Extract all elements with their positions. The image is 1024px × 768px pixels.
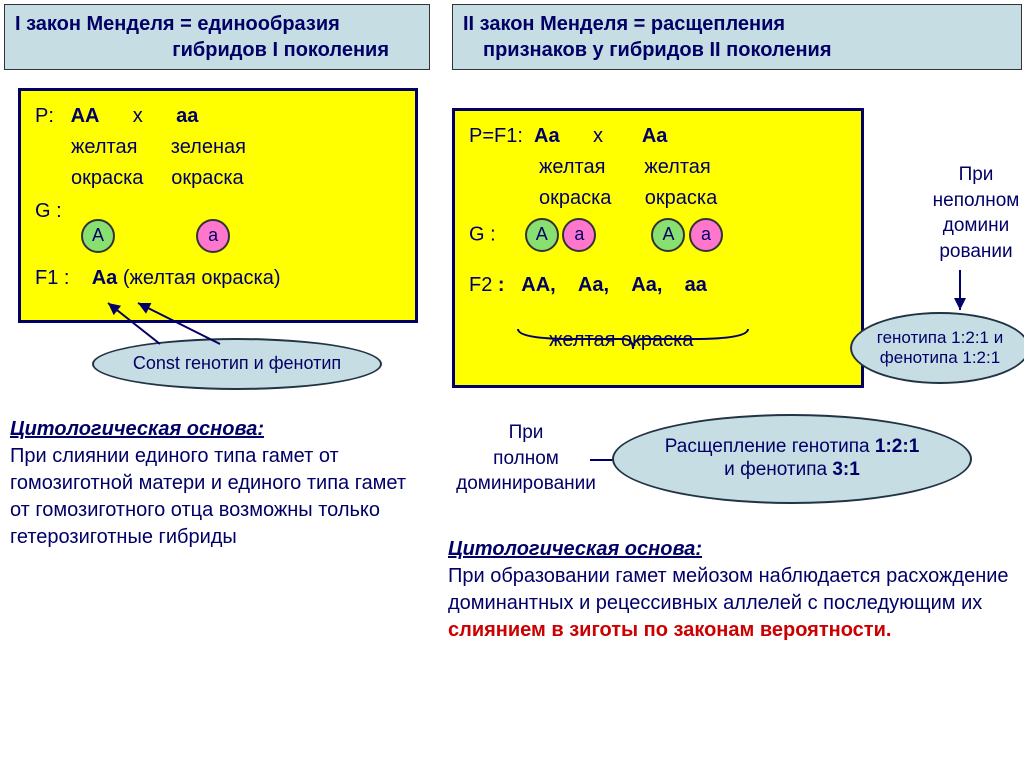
p-sub2: окраска окраска <box>35 163 401 194</box>
g-label-r: G : <box>469 223 496 245</box>
cross-box-left: P: AA x aa желтая зеленая окраска окраск… <box>18 88 418 323</box>
rs1: желтая <box>539 156 605 178</box>
p-sub-r: желтая желтая <box>469 152 847 183</box>
st1: При <box>959 164 994 185</box>
sub1: желтая <box>71 136 137 158</box>
e2b: 1:2:1 <box>875 436 919 457</box>
st4: ровании <box>939 241 1012 262</box>
sub2: зеленая <box>171 136 246 158</box>
gamete-A: A <box>81 219 115 253</box>
gamete-a2: a <box>689 218 723 252</box>
brace <box>513 326 753 352</box>
mt1: При <box>509 422 544 443</box>
e2d: 3:1 <box>832 459 859 480</box>
gamete-A1: A <box>525 218 559 252</box>
const-text: Const генотип и фенотип <box>133 353 341 375</box>
rs3: окраска <box>539 187 611 209</box>
mid-text-full: При полном доминировании <box>446 420 606 497</box>
sub4: окраска <box>171 167 243 189</box>
p-sub: желтая зеленая <box>35 132 401 163</box>
st3: домини <box>943 215 1009 236</box>
e2a: Расщепление генотипа <box>665 436 875 457</box>
rs4: окраска <box>645 187 717 209</box>
header-left-l2: гибридов I поколения <box>15 37 419 63</box>
g-row-r: G : A a A a <box>469 218 847 252</box>
header-right-l1: II закон Менделя = расщепления <box>463 13 785 35</box>
right-cyto-title: Цитологическая основа: <box>448 538 702 560</box>
header-right-l2: признаков у гибридов II поколения <box>463 39 832 61</box>
right-cyto-body1: При образовании гамет мейозом наблюдаетс… <box>448 565 1009 614</box>
arrow-down-1 <box>948 268 978 318</box>
header-left: I закон Менделя = единообразия гибридов … <box>4 4 430 70</box>
e2c: и фенотипа <box>724 459 832 480</box>
p-sub-r2: окраска окраска <box>469 183 847 214</box>
arrows-left <box>70 298 330 348</box>
p-row: P: AA x aa <box>35 101 401 132</box>
f1-rest: (желтая окраска) <box>117 267 280 289</box>
f1-geno: Aa <box>92 267 118 289</box>
left-cyto-title: Цитологическая основа: <box>10 418 264 440</box>
rs2: желтая <box>644 156 710 178</box>
gamete-a1: a <box>562 218 596 252</box>
right-cyto: Цитологическая основа: При образовании г… <box>448 536 1018 644</box>
f2-row: F2 : AA, Aa, Aa, aa <box>469 270 847 301</box>
f1-row: F1 : Aa (желтая окраска) <box>35 263 401 294</box>
sub3: окраска <box>71 167 143 189</box>
p-row-r: P=F1: Aa x Aa <box>469 121 847 152</box>
e1l2: фенотипа 1:2:1 <box>880 348 1000 367</box>
e1l1: генотипа 1:2:1 и <box>877 328 1003 347</box>
header-right: II закон Менделя = расщепления признаков… <box>452 4 1022 70</box>
side-text-incomplete: При неполном домини ровании <box>916 162 1024 265</box>
mt3: доминировании <box>456 473 596 494</box>
ratio-ellipse-2: Расщепление генотипа 1:2:1 и фенотипа 3:… <box>612 414 972 504</box>
cross-box-right: P=F1: Aa x Aa желтая желтая окраска окра… <box>452 108 864 388</box>
left-cyto: Цитологическая основа: При слиянии едино… <box>10 416 430 551</box>
gamete-A2: A <box>651 218 685 252</box>
mt2: полном <box>493 448 559 469</box>
left-cyto-body: При слиянии единого типа гамет от гомози… <box>10 445 406 548</box>
ratio-ellipse-1: генотипа 1:2:1 и фенотипа 1:2:1 <box>850 312 1024 384</box>
header-left-l1: I закон Менделя = единообразия <box>15 13 340 35</box>
st2: неполном <box>933 190 1020 211</box>
g-label: G : <box>35 200 62 222</box>
gamete-a: a <box>196 219 230 253</box>
right-cyto-body2: слиянием в зиготы по законам вероятности… <box>448 619 891 641</box>
